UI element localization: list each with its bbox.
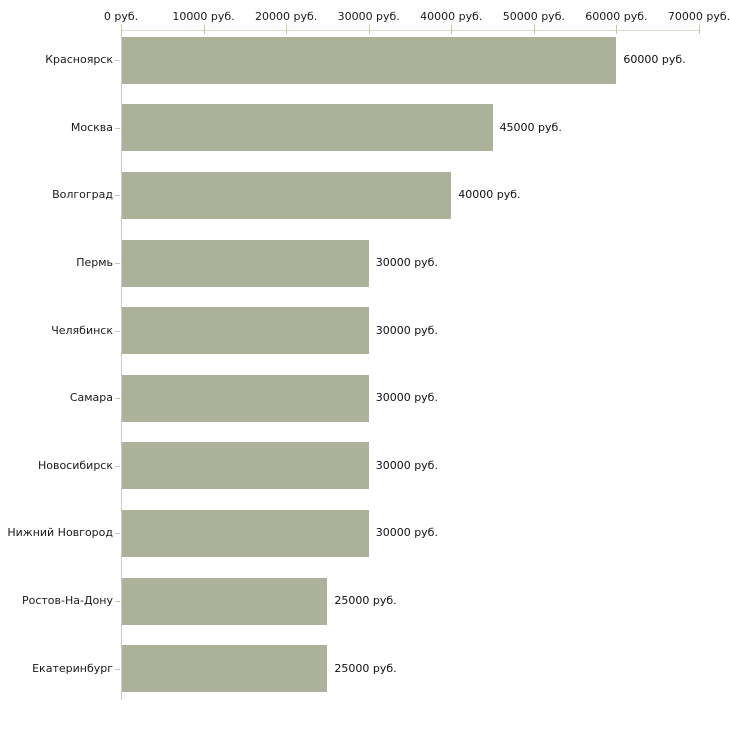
x-axis-tick-label: 40000 руб. <box>420 10 483 23</box>
value-label: 30000 руб. <box>375 526 438 540</box>
value-label: 30000 руб. <box>375 391 438 405</box>
x-axis-tick-mark <box>533 25 535 34</box>
x-axis-tick-label: 20000 руб. <box>255 10 318 23</box>
bar <box>122 509 369 557</box>
value-label: 45000 руб. <box>499 120 562 134</box>
category-label: Ростов-На-Дону <box>21 594 113 607</box>
x-axis-tick-label: 30000 руб. <box>337 10 400 23</box>
value-label: 25000 руб. <box>334 661 397 675</box>
bar <box>122 374 369 422</box>
x-axis-tick-mark <box>451 25 453 34</box>
x-axis-tick-mark <box>286 25 288 34</box>
x-axis-tick-label: 70000 руб. <box>667 10 730 23</box>
x-axis-tick-mark <box>368 25 370 34</box>
category-tick-mark <box>115 398 120 400</box>
x-axis-tick-label: 10000 руб. <box>172 10 235 23</box>
category-tick-mark <box>115 465 120 467</box>
x-axis-tick-label: 60000 руб. <box>585 10 648 23</box>
value-label: 60000 руб. <box>623 53 686 67</box>
bar <box>122 577 328 625</box>
value-label: 25000 руб. <box>334 594 397 607</box>
category-tick-mark <box>115 668 120 670</box>
bar <box>122 239 369 287</box>
bar <box>122 36 617 84</box>
value-label: 30000 руб. <box>375 256 438 269</box>
x-axis-tick-mark <box>616 25 618 34</box>
category-tick-mark <box>115 263 120 264</box>
category-label: Красноярск <box>45 53 113 67</box>
category-label: Екатеринбург <box>32 661 113 675</box>
value-label: 40000 руб. <box>458 188 521 202</box>
value-label: 30000 руб. <box>375 458 438 472</box>
category-label: Пермь <box>76 256 113 269</box>
x-axis-tick-mark <box>699 25 700 34</box>
category-label: Москва <box>70 120 113 134</box>
category-tick-mark <box>115 127 120 129</box>
category-label: Самара <box>69 391 113 405</box>
bar <box>122 104 493 152</box>
category-tick-mark <box>115 601 120 602</box>
category-label: Челябинск <box>51 323 113 337</box>
bar <box>122 171 452 219</box>
bar <box>122 307 369 355</box>
x-axis-tick-mark <box>203 25 205 34</box>
category-label: Новосибирск <box>37 458 113 472</box>
bar <box>122 645 328 693</box>
category-tick-mark <box>115 533 120 535</box>
category-tick-mark <box>115 195 120 197</box>
category-tick-mark <box>115 330 120 332</box>
category-label: Нижний Новгород <box>7 526 113 540</box>
x-axis-tick-label: 50000 руб. <box>502 10 565 23</box>
x-axis-tick-mark <box>121 25 122 34</box>
y-axis-line <box>121 30 122 700</box>
bar <box>122 442 369 490</box>
category-tick-mark <box>115 60 120 62</box>
x-axis-tick-label: 0 руб. <box>103 10 139 23</box>
value-label: 30000 руб. <box>375 323 438 337</box>
x-axis-line <box>121 30 699 31</box>
category-label: Волгоград <box>52 188 113 202</box>
